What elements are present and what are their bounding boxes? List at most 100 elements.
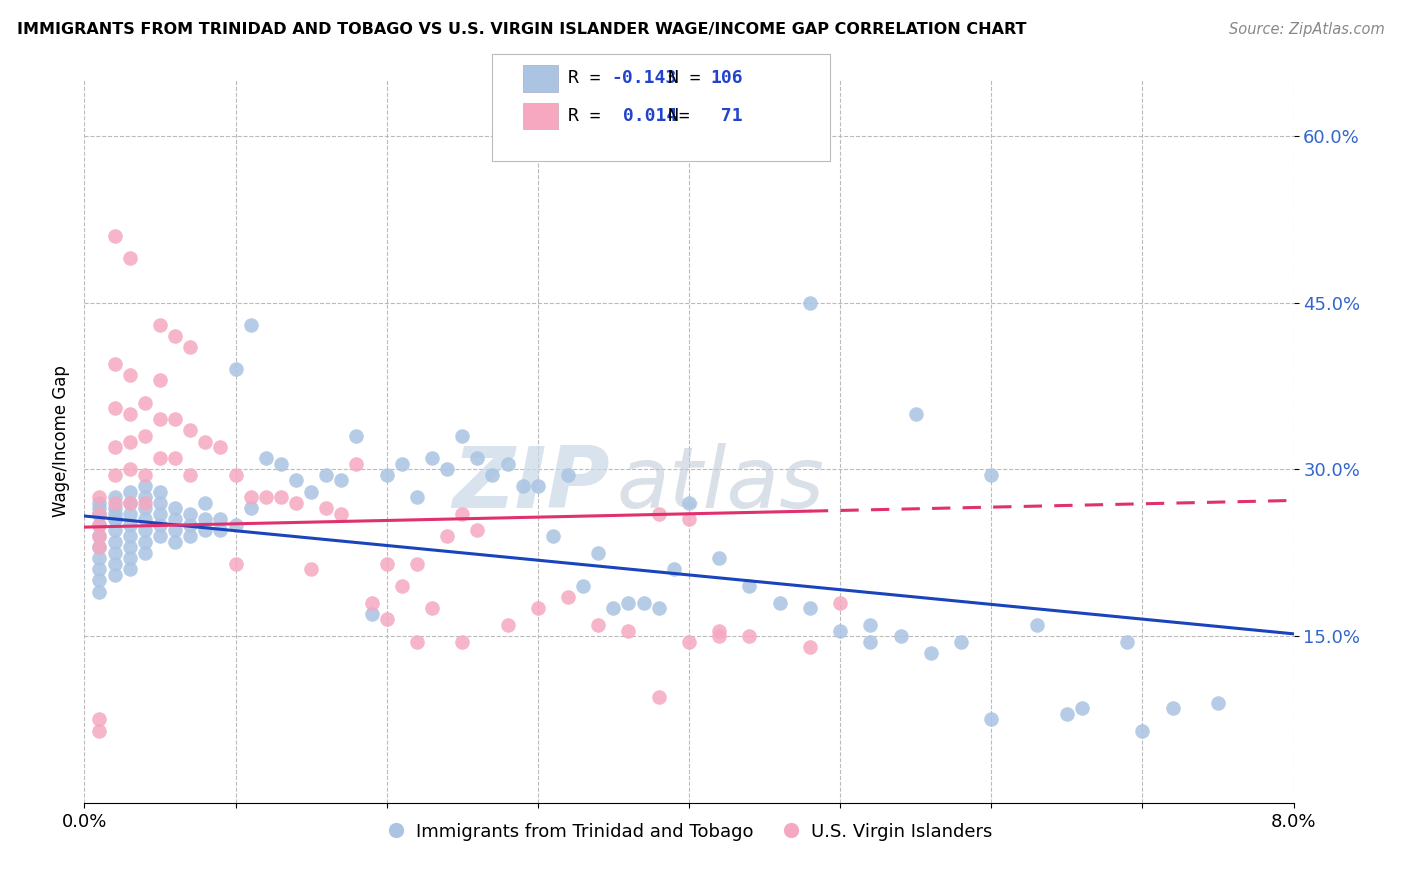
Point xyxy=(104,228,127,243)
Point xyxy=(179,517,201,532)
Point xyxy=(496,618,519,632)
Point xyxy=(118,434,141,449)
Point xyxy=(118,562,141,576)
Point xyxy=(799,295,821,310)
Point xyxy=(467,451,489,466)
Point xyxy=(769,596,792,610)
Point xyxy=(165,412,187,426)
Text: -0.143: -0.143 xyxy=(612,70,676,87)
Text: R =: R = xyxy=(568,70,612,87)
Text: 71: 71 xyxy=(710,107,742,125)
Text: atlas: atlas xyxy=(616,443,824,526)
Point xyxy=(1071,701,1094,715)
Point xyxy=(134,524,156,538)
Point xyxy=(104,496,127,510)
Point xyxy=(572,579,595,593)
Point xyxy=(662,562,685,576)
Point xyxy=(648,690,671,705)
Point xyxy=(299,484,322,499)
Point xyxy=(633,596,655,610)
Point xyxy=(104,501,127,516)
Point xyxy=(1025,618,1047,632)
Point xyxy=(89,529,111,543)
Point xyxy=(165,524,187,538)
Point xyxy=(89,507,111,521)
Point xyxy=(709,624,731,638)
Point xyxy=(118,551,141,566)
Point xyxy=(149,412,172,426)
Point xyxy=(678,496,700,510)
Text: N =: N = xyxy=(668,70,711,87)
Point xyxy=(134,479,156,493)
Point xyxy=(1161,701,1184,715)
Point xyxy=(496,457,519,471)
Point xyxy=(134,501,156,516)
Point xyxy=(89,574,111,588)
Point xyxy=(104,546,127,560)
Point xyxy=(285,474,308,488)
Point xyxy=(602,601,624,615)
Point xyxy=(89,501,111,516)
Point xyxy=(104,534,127,549)
Point xyxy=(134,490,156,504)
Point xyxy=(375,612,398,626)
Point xyxy=(149,517,172,532)
Point xyxy=(134,546,156,560)
Legend: Immigrants from Trinidad and Tobago, U.S. Virgin Islanders: Immigrants from Trinidad and Tobago, U.S… xyxy=(378,815,1000,848)
Point xyxy=(104,401,127,416)
Point xyxy=(165,512,187,526)
Point xyxy=(89,496,111,510)
Point xyxy=(118,517,141,532)
Point xyxy=(179,340,201,354)
Point xyxy=(89,562,111,576)
Point xyxy=(239,490,262,504)
Point xyxy=(420,601,443,615)
Point xyxy=(709,629,731,643)
Point xyxy=(225,517,247,532)
Point xyxy=(89,490,111,504)
Point xyxy=(118,529,141,543)
Point xyxy=(830,596,852,610)
Point xyxy=(89,713,111,727)
Point xyxy=(375,557,398,571)
Point xyxy=(588,618,610,632)
Point xyxy=(360,596,382,610)
Point xyxy=(89,584,111,599)
Point xyxy=(89,723,111,738)
Point xyxy=(799,601,821,615)
Point xyxy=(89,517,111,532)
Point xyxy=(254,490,277,504)
Point xyxy=(118,368,141,382)
Point xyxy=(436,529,458,543)
Text: R =: R = xyxy=(568,107,612,125)
Point xyxy=(270,490,292,504)
Point xyxy=(451,634,474,648)
Point xyxy=(179,529,201,543)
Point xyxy=(194,496,217,510)
Text: ZIP: ZIP xyxy=(453,443,610,526)
Point xyxy=(738,579,761,593)
Point xyxy=(420,451,443,466)
Point xyxy=(104,512,127,526)
Point xyxy=(239,318,262,332)
Point xyxy=(89,540,111,554)
Point xyxy=(104,440,127,454)
Point xyxy=(527,479,550,493)
Point xyxy=(617,596,640,610)
Point xyxy=(360,607,382,621)
Point xyxy=(165,501,187,516)
Point xyxy=(406,557,429,571)
Point xyxy=(225,362,247,376)
Point xyxy=(527,601,550,615)
Point xyxy=(104,507,127,521)
Point xyxy=(194,434,217,449)
Point xyxy=(89,551,111,566)
Point xyxy=(436,462,458,476)
Point xyxy=(467,524,489,538)
Point xyxy=(859,618,882,632)
Point xyxy=(134,395,156,409)
Point xyxy=(104,357,127,371)
Point xyxy=(315,501,337,516)
Point xyxy=(709,551,731,566)
Point xyxy=(346,457,368,471)
